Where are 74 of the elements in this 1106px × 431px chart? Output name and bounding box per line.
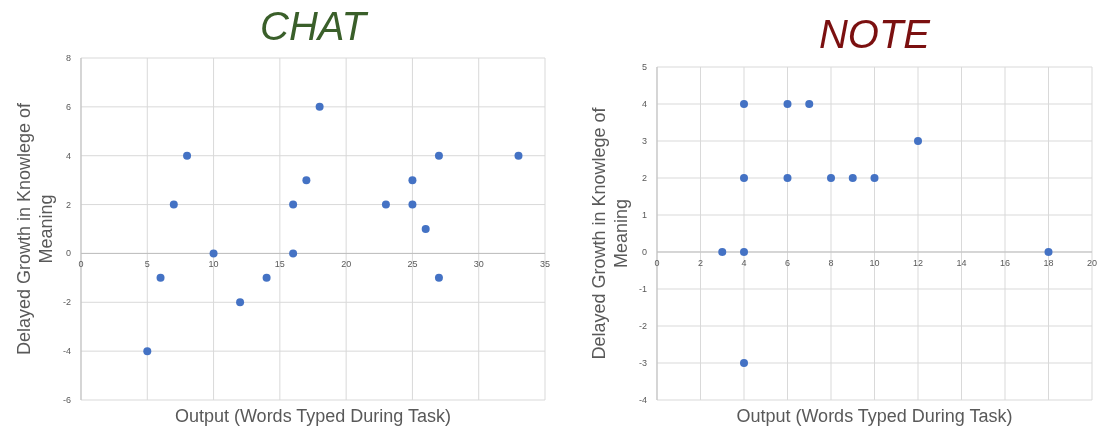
point xyxy=(434,273,443,282)
point xyxy=(236,298,245,307)
point xyxy=(381,200,390,209)
y-tick-label: -2 xyxy=(638,321,647,331)
point xyxy=(209,249,218,258)
x-tick-label: 5 xyxy=(144,259,150,270)
y-axis-title: Delayed Growth in Knowlege of Meaning xyxy=(589,106,631,360)
point xyxy=(169,200,178,209)
point xyxy=(783,100,792,108)
x-tick-label: 15 xyxy=(274,259,285,270)
x-tick-label: 20 xyxy=(341,259,352,270)
point xyxy=(827,174,835,182)
point xyxy=(783,174,792,182)
x-axis-title: Output (Words Typed During Task) xyxy=(174,406,452,426)
x-tick-label: 6 xyxy=(784,258,791,268)
point xyxy=(302,176,311,185)
x-tick-label: 0 xyxy=(78,259,84,270)
y-tick-label: -2 xyxy=(62,297,71,308)
y-tick-label: -3 xyxy=(638,358,647,368)
point xyxy=(870,174,879,182)
point xyxy=(718,248,727,256)
point xyxy=(914,137,922,145)
point xyxy=(1044,248,1053,256)
x-tick-label: 10 xyxy=(869,258,880,268)
chart-title: CHAT xyxy=(260,4,369,48)
point xyxy=(315,102,324,111)
point xyxy=(740,100,748,108)
y-tick-label: 8 xyxy=(65,53,71,63)
x-tick-label: 4 xyxy=(741,258,747,268)
x-tick-label: 2 xyxy=(697,258,704,268)
y-tick-label: 2 xyxy=(65,199,71,210)
x-tick-label: 35 xyxy=(539,259,551,270)
y-tick-label: 0 xyxy=(641,247,647,257)
point xyxy=(805,100,814,108)
point xyxy=(143,347,152,356)
y-tick-label: 5 xyxy=(641,62,647,72)
point xyxy=(848,174,857,182)
point xyxy=(289,200,298,209)
point xyxy=(514,151,523,160)
chart-title: NOTE xyxy=(818,12,932,56)
point xyxy=(408,176,417,185)
point xyxy=(183,151,192,160)
y-tick-label: -4 xyxy=(62,346,71,357)
x-tick-label: 8 xyxy=(828,258,834,268)
x-tick-label: 14 xyxy=(956,258,967,268)
point xyxy=(156,273,165,282)
x-tick-label: 12 xyxy=(912,258,924,268)
point xyxy=(262,273,271,282)
point xyxy=(289,249,298,258)
y-tick-label: 0 xyxy=(65,248,71,259)
y-tick-label: -4 xyxy=(638,395,647,405)
point xyxy=(408,200,417,209)
y-tick-label: 1 xyxy=(641,210,647,220)
y-tick-label: 4 xyxy=(65,150,71,161)
point xyxy=(740,248,748,256)
point xyxy=(434,151,443,160)
y-tick-label: -6 xyxy=(62,395,71,405)
x-tick-label: 0 xyxy=(654,258,660,268)
x-tick-label: 20 xyxy=(1086,258,1098,268)
x-tick-label: 16 xyxy=(999,258,1011,268)
point xyxy=(740,174,748,182)
x-axis-title: Output (Words Typed During Task) xyxy=(736,406,1013,426)
x-tick-label: 25 xyxy=(407,259,418,270)
x-tick-label: 30 xyxy=(473,259,484,270)
y-tick-label: 4 xyxy=(641,99,647,109)
y-tick-label: 2 xyxy=(641,173,647,183)
y-tick-label: 6 xyxy=(65,101,71,112)
x-tick-label: 10 xyxy=(208,259,219,270)
y-tick-label: -1 xyxy=(638,284,647,294)
point xyxy=(740,359,748,367)
y-axis-title: Delayed Growth in Knowlege of Meaning xyxy=(14,101,56,356)
y-tick-label: 3 xyxy=(641,136,647,146)
point xyxy=(421,225,430,233)
x-tick-label: 18 xyxy=(1043,258,1054,268)
